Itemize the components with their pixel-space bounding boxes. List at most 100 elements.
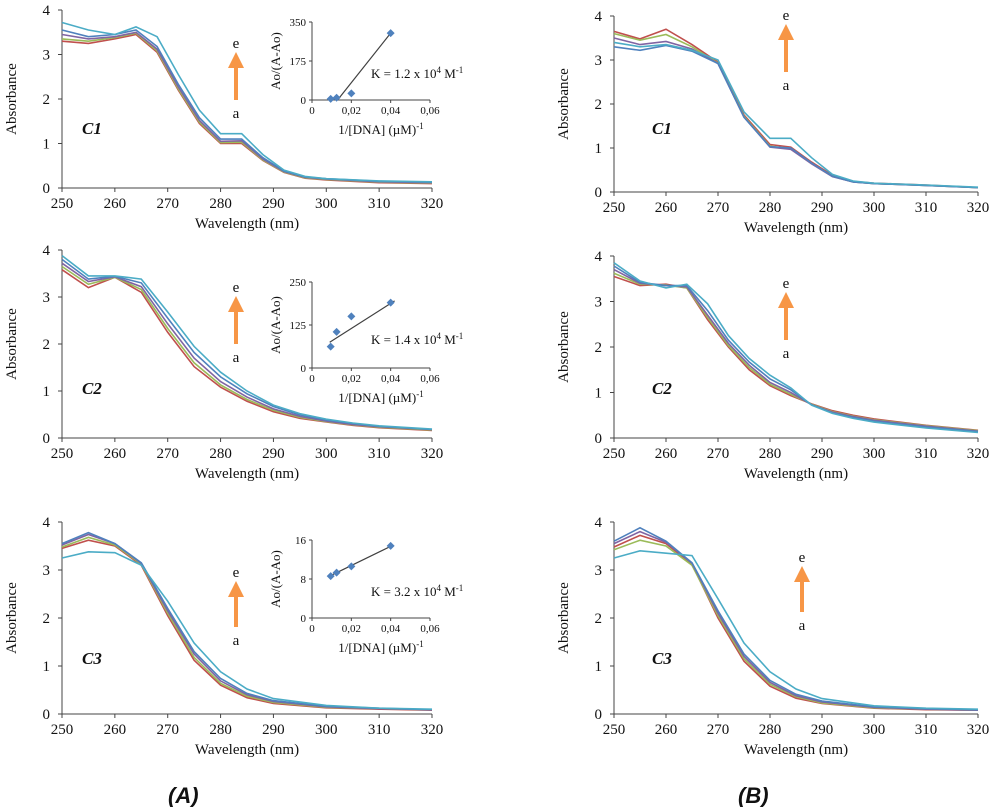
x-tick-label: 290 bbox=[811, 446, 834, 462]
spectrum-line-4 bbox=[613, 265, 979, 433]
x-tick-label: 260 bbox=[104, 196, 127, 212]
sample-label: C3 bbox=[652, 649, 672, 668]
sample-label: C2 bbox=[82, 379, 102, 398]
x-axis-title: Wavelength (nm) bbox=[744, 742, 848, 758]
inset-data-point bbox=[386, 541, 395, 550]
inset-data-point bbox=[347, 562, 356, 571]
chart-a-c3: 250 260 270 280 290 300 310 320 0 1 2 3 4 Wavelength … bbox=[4, 515, 463, 758]
x-tick-label: 270 bbox=[707, 722, 730, 738]
inset-data-point bbox=[347, 312, 356, 321]
inset-x-tick-label: 0 bbox=[309, 623, 315, 635]
x-axis-title: Wavelength (nm) bbox=[195, 466, 299, 482]
spectrum-line-4 bbox=[61, 29, 433, 183]
x-tick-label: 320 bbox=[967, 200, 990, 216]
y-tick-label: 2 bbox=[595, 611, 603, 627]
y-axis-title: Absorbance bbox=[4, 308, 20, 380]
inset-plot: 0 0,02 0,04 0,06 0 175 350 1/[DNA] (µM)-1 Ao/(A-… bbox=[268, 17, 463, 137]
y-tick-label: 3 bbox=[43, 48, 51, 64]
x-tick-label: 320 bbox=[421, 196, 444, 212]
x-tick-label: 280 bbox=[759, 722, 782, 738]
inset-data-point bbox=[332, 568, 341, 577]
y-tick-label: 2 bbox=[595, 97, 603, 113]
spectrum-line-1 bbox=[613, 275, 979, 432]
y-tick-label: 4 bbox=[43, 515, 51, 531]
sample-label: C1 bbox=[652, 119, 672, 138]
x-tick-label: 260 bbox=[655, 200, 678, 216]
y-axis-title: Absorbance bbox=[556, 311, 572, 383]
y-tick-label: 0 bbox=[43, 431, 51, 447]
x-tick-label: 290 bbox=[262, 196, 285, 212]
spectrum-line-5 bbox=[61, 254, 433, 430]
spectrum-line-1 bbox=[61, 33, 433, 185]
spectrum-line-5 bbox=[61, 550, 433, 710]
inset-fit-line bbox=[329, 544, 393, 577]
inset-plot: 0 0,02 0,04 0,06 0 125 250 1/[DNA] (µM)-1 Ao/(A-… bbox=[268, 277, 463, 405]
y-axis-title: Absorbance bbox=[556, 582, 572, 654]
x-tick-label: 270 bbox=[156, 722, 179, 738]
spectrum-line-3 bbox=[613, 268, 979, 432]
x-tick-label: 260 bbox=[655, 722, 678, 738]
spectrum-line-5 bbox=[613, 262, 979, 434]
x-tick-label: 250 bbox=[51, 196, 74, 212]
arrow-label-a: a bbox=[233, 106, 240, 122]
x-tick-label: 310 bbox=[915, 200, 938, 216]
x-tick-label: 250 bbox=[603, 200, 626, 216]
y-tick-label: 4 bbox=[43, 3, 51, 19]
arrow-label-e: e bbox=[233, 36, 240, 52]
inset-data-point bbox=[326, 342, 335, 351]
increase-arrow-head bbox=[794, 566, 810, 582]
y-tick-label: 2 bbox=[43, 92, 51, 108]
chart-a-c1: 250 260 270 280 290 300 310 320 0 1 2 3 4 Wavelength … bbox=[4, 3, 463, 232]
y-tick-label: 3 bbox=[43, 290, 51, 306]
y-tick-label: 0 bbox=[595, 707, 603, 723]
x-axis-title: Wavelength (nm) bbox=[195, 216, 299, 232]
spectrum-line-4 bbox=[61, 531, 433, 711]
inset-y-tick-label: 0 bbox=[301, 95, 307, 107]
y-tick-label: 1 bbox=[595, 386, 603, 402]
arrow-label-e: e bbox=[783, 8, 790, 24]
inset-x-tick-label: 0,02 bbox=[342, 373, 361, 385]
inset-y-axis-title: Ao/(A-Ao) bbox=[268, 296, 283, 354]
y-tick-label: 0 bbox=[43, 181, 51, 197]
chart-b-c3: 250 260 270 280 290 300 310 320 0 1 2 3 4 Wavelength … bbox=[556, 515, 989, 758]
y-tick-label: 3 bbox=[595, 563, 603, 579]
x-tick-label: 310 bbox=[368, 722, 391, 738]
binding-constant-label: K = 1.2 x 104 M-1 bbox=[371, 65, 463, 81]
x-tick-label: 280 bbox=[209, 196, 232, 212]
x-tick-label: 320 bbox=[967, 722, 990, 738]
inset-x-tick-label: 0 bbox=[309, 105, 315, 117]
inset-data-point bbox=[326, 572, 335, 581]
x-tick-label: 290 bbox=[811, 722, 834, 738]
y-tick-label: 4 bbox=[595, 249, 603, 265]
spectrum-line-1 bbox=[61, 269, 433, 432]
x-tick-label: 310 bbox=[915, 722, 938, 738]
spectrum-line-2 bbox=[613, 272, 979, 432]
sample-label: C2 bbox=[652, 379, 672, 398]
x-tick-label: 270 bbox=[707, 200, 730, 216]
x-axis-title: Wavelength (nm) bbox=[195, 742, 299, 758]
y-tick-label: 1 bbox=[595, 141, 603, 157]
spectrum-line-5 bbox=[613, 41, 979, 188]
chart-a-c2: 250 260 270 280 290 300 310 320 0 1 2 3 4 Wavelength … bbox=[4, 243, 463, 482]
inset-data-point bbox=[386, 298, 395, 307]
x-tick-label: 300 bbox=[315, 722, 338, 738]
spectrum-line-1 bbox=[613, 28, 979, 189]
y-tick-label: 2 bbox=[595, 340, 603, 356]
increase-arrow-head bbox=[228, 296, 244, 312]
spectrum-line-2 bbox=[61, 265, 433, 431]
inset-y-tick-label: 16 bbox=[295, 535, 307, 547]
binding-constant-label: K = 3.2 x 104 M-1 bbox=[371, 583, 463, 599]
inset-y-axis-title: Ao/(A-Ao) bbox=[268, 32, 283, 90]
sample-label: C3 bbox=[82, 649, 102, 668]
spectrum-line-3 bbox=[613, 530, 979, 711]
increase-arrow-head bbox=[228, 581, 244, 597]
spectrum-line-5 bbox=[61, 21, 433, 183]
inset-y-tick-label: 0 bbox=[301, 363, 307, 375]
inset-x-tick-label: 0,06 bbox=[420, 623, 440, 635]
y-tick-label: 3 bbox=[595, 53, 603, 69]
x-tick-label: 250 bbox=[603, 446, 626, 462]
y-axis-title: Absorbance bbox=[4, 582, 20, 654]
y-tick-label: 2 bbox=[43, 611, 51, 627]
arrow-label-a: a bbox=[783, 346, 790, 362]
increase-arrow-head bbox=[778, 292, 794, 308]
